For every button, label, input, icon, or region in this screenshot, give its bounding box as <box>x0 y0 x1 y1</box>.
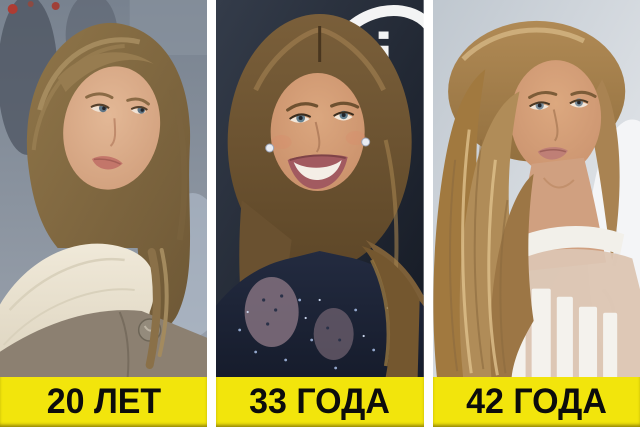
photo-age-20 <box>0 0 208 377</box>
hair-strands <box>145 248 169 369</box>
age-label-42: 42 ГОДА <box>432 377 640 427</box>
panel-age-42: 42 ГОДА <box>432 0 640 427</box>
panel-age-33: ti <box>216 0 424 427</box>
hair-cascade <box>433 69 534 377</box>
face <box>63 66 161 190</box>
photo-age-20-illustration <box>0 0 208 377</box>
age-label-20: 20 ЛЕТ <box>0 377 208 427</box>
age-label-42-text: 42 ГОДА <box>465 382 607 421</box>
age-label-33: 33 ГОДА <box>216 377 424 427</box>
eyes <box>90 103 148 114</box>
photo-age-33-illustration: ti <box>216 0 424 377</box>
age-label-33-text: 33 ГОДА <box>249 382 391 421</box>
eyes <box>528 98 589 110</box>
photo-age-33: ti <box>216 0 424 377</box>
sequined-dress <box>216 251 424 377</box>
face <box>510 60 601 175</box>
smile <box>287 154 348 189</box>
earring-right <box>361 137 371 147</box>
hair-over-shoulder <box>361 246 420 377</box>
panel-age-20: 20 ЛЕТ <box>0 0 208 427</box>
front-hair-sweep <box>57 52 154 92</box>
earring-left <box>265 143 275 153</box>
face <box>265 73 371 191</box>
photo-age-42-illustration <box>432 0 640 377</box>
eyes <box>289 110 355 123</box>
photo-age-42 <box>432 0 640 377</box>
age-label-20-text: 20 ЛЕТ <box>46 382 161 421</box>
